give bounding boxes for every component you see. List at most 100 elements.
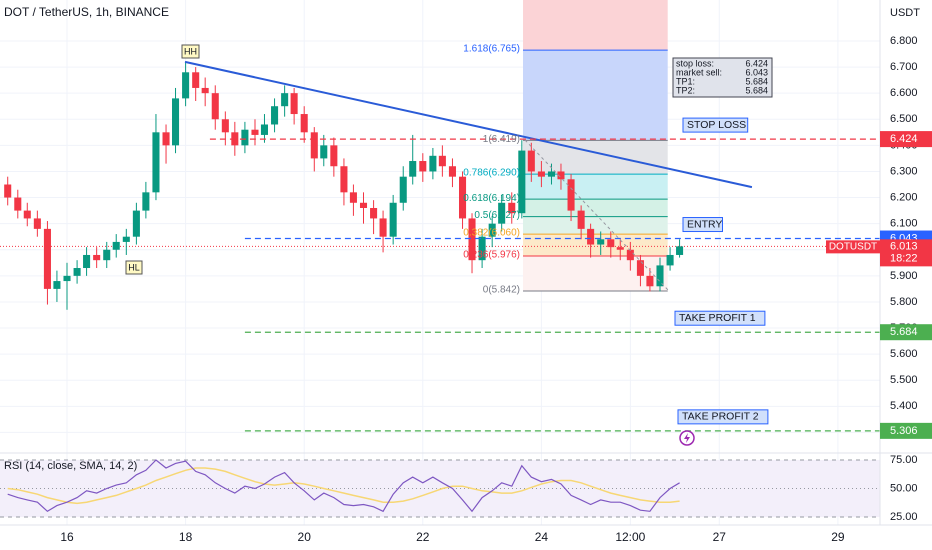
candle-body <box>537 171 545 177</box>
candle-body <box>260 124 269 135</box>
candle-body <box>330 145 338 167</box>
candle-body <box>142 192 150 211</box>
x-tick-label: 12:00 <box>615 530 645 544</box>
axis-price-box <box>880 131 932 148</box>
hh-box <box>181 44 200 59</box>
candle-body <box>409 161 417 177</box>
candle-body <box>646 275 654 287</box>
candle-body <box>53 281 61 289</box>
info-label: TP2: <box>676 85 695 95</box>
hl-label: HL <box>128 262 140 272</box>
rsi-line <box>7 467 680 505</box>
candle-body <box>607 239 615 248</box>
level-label: STOP LOSS <box>687 119 746 131</box>
candle-body <box>429 155 437 172</box>
candle-body <box>310 132 318 159</box>
candle-body <box>320 145 328 159</box>
candle-body <box>4 184 12 198</box>
fib-label: 0.382(6.060) <box>463 228 520 239</box>
trendline <box>184 60 753 189</box>
y-tick-label: 6.700 <box>890 61 918 73</box>
y-tick-label: 5.500 <box>890 374 918 386</box>
candle-body <box>557 171 565 180</box>
symbol-box <box>826 240 880 254</box>
hh-label: HH <box>184 46 197 56</box>
candle-body <box>616 247 624 250</box>
candle-body <box>626 249 634 261</box>
y-tick-label: 5.900 <box>890 270 918 282</box>
y-tick-label: 5.600 <box>890 348 918 360</box>
axis-last-price-box <box>880 239 932 267</box>
candle-body <box>221 119 229 133</box>
candle-body <box>73 268 81 276</box>
candle-body <box>23 210 31 219</box>
candle-body <box>63 275 71 282</box>
candle-body <box>527 150 535 172</box>
y-tick-label: 6.100 <box>890 218 918 230</box>
fib-label: 0.5(6.127) <box>474 210 520 221</box>
candle-body <box>241 129 249 146</box>
fib-label: 0.236(5.976) <box>463 250 520 261</box>
candle-body <box>192 72 200 88</box>
x-tick-label: 29 <box>831 530 845 544</box>
candle-body <box>33 218 41 229</box>
candle-body <box>122 236 130 242</box>
candle-body <box>162 132 170 146</box>
candle-body <box>171 98 180 146</box>
info-value: 6.424 <box>745 58 768 68</box>
fib-zone <box>523 234 668 257</box>
fib-zone <box>523 174 668 200</box>
candle-body <box>379 218 387 237</box>
fib-label: 0.618(6.194) <box>463 193 520 204</box>
fib-label: 1.618(6.765) <box>463 44 520 55</box>
fib-top-zone <box>523 0 668 51</box>
candle-body <box>14 197 22 211</box>
candle-body <box>488 223 496 237</box>
candle-body <box>478 236 486 261</box>
level-label-box <box>682 117 749 133</box>
info-value: 6.043 <box>745 67 768 77</box>
level-label-box <box>677 409 769 425</box>
info-box <box>672 57 773 98</box>
rsi-tick-label: 25.00 <box>890 511 918 523</box>
candle-body <box>271 106 279 125</box>
candle-body <box>419 161 427 172</box>
axis-price-label: 5.306 <box>890 425 918 437</box>
candle-body <box>300 114 308 133</box>
candle-body <box>636 260 644 276</box>
axis-price-label: 6.424 <box>890 133 918 145</box>
y-tick-label: 6.300 <box>890 165 918 177</box>
candle-body <box>438 155 446 167</box>
candle-body <box>112 241 120 250</box>
candle-body <box>132 210 140 237</box>
fib-zone <box>523 140 668 175</box>
info-label: market sell: <box>676 67 722 77</box>
candle-body <box>597 239 605 245</box>
candle-body <box>182 72 190 99</box>
candle-body <box>349 192 357 203</box>
level-label: TAKE PROFIT 2 <box>682 411 759 423</box>
x-tick-label: 16 <box>60 530 74 544</box>
rsi-title: RSI (14, close, SMA, 14, 2) <box>4 460 137 472</box>
axis-last-price: 6.013 <box>890 240 918 252</box>
fib-label: 0.786(6.290) <box>463 168 520 179</box>
candle-body <box>389 202 397 237</box>
level-label: TAKE PROFIT 1 <box>679 312 756 324</box>
info-value: 5.684 <box>745 85 768 95</box>
y-tick-label: 6.200 <box>890 191 918 203</box>
background-layer <box>0 0 880 525</box>
y-tick-label: 5.400 <box>890 400 918 412</box>
candle-body <box>399 176 407 203</box>
fib-zone <box>523 256 668 291</box>
candle-body <box>448 166 456 177</box>
level-label-box <box>674 310 766 326</box>
y-tick-label: 6.500 <box>890 113 918 125</box>
candle-body <box>468 218 476 261</box>
y-tick-label: 6.600 <box>890 87 918 99</box>
axis-price-box <box>880 324 932 341</box>
candle-body <box>508 202 516 214</box>
event-bolt <box>684 433 690 443</box>
